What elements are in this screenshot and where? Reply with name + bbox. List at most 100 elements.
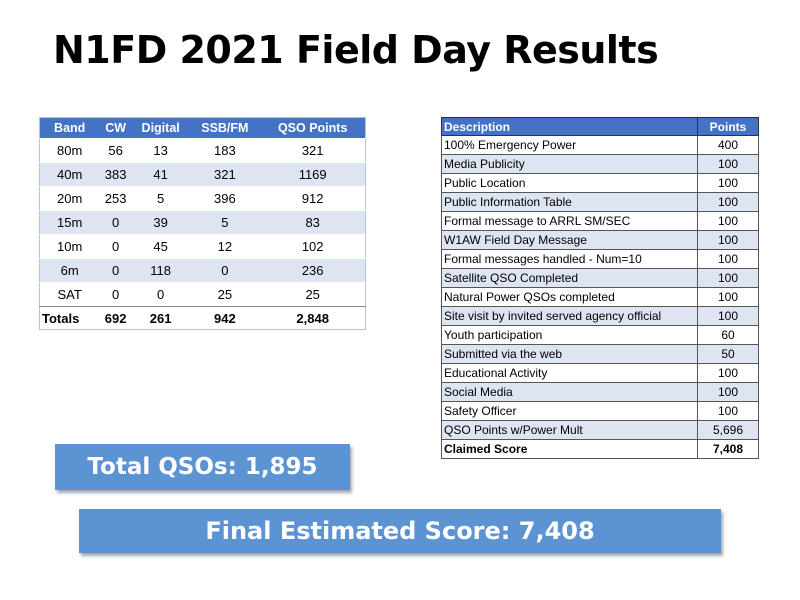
description-cell: Site visit by invited served agency offi… [441, 306, 698, 326]
ssb-cell: 25 [189, 282, 261, 307]
header-qso-points: QSO Points [260, 117, 366, 139]
points-cell: 100 [697, 382, 759, 402]
description-cell: Safety Officer [441, 401, 698, 421]
totals-cw: 692 [99, 306, 132, 330]
table-row: Safety Officer 100 [441, 401, 759, 421]
totals-qso-points: 2,848 [260, 306, 366, 330]
table-row: Formal message to ARRL SM/SEC 100 [441, 211, 759, 231]
cw-cell: 0 [99, 234, 132, 259]
table-row: Natural Power QSOs completed 100 [441, 287, 759, 307]
claimed-score-value: 7,408 [697, 439, 759, 459]
description-cell: W1AW Field Day Message [441, 230, 698, 250]
points-cell: 100 [697, 249, 759, 269]
table-row: Satellite QSO Completed 100 [441, 268, 759, 288]
table-row: Site visit by invited served agency offi… [441, 306, 759, 326]
points-cell: 100 [697, 211, 759, 231]
points-cell: 100 [697, 306, 759, 326]
table-row: 15m 0 39 5 83 [39, 210, 366, 235]
digital-cell: 5 [131, 186, 190, 211]
points-table: Description Points 100% Emergency Power 4… [441, 117, 759, 459]
ssb-cell: 12 [189, 234, 261, 259]
claimed-score-row: Claimed Score 7,408 [441, 439, 759, 459]
ssb-cell: 5 [189, 210, 261, 235]
band-cell: SAT [39, 282, 100, 307]
description-cell: QSO Points w/Power Mult [441, 420, 698, 440]
description-cell: Youth participation [441, 325, 698, 345]
description-cell: Satellite QSO Completed [441, 268, 698, 288]
cw-cell: 56 [99, 138, 132, 163]
digital-cell: 41 [131, 162, 190, 187]
table-row: W1AW Field Day Message 100 [441, 230, 759, 250]
ssb-cell: 396 [189, 186, 261, 211]
points-cell: 100 [697, 363, 759, 383]
description-cell: Media Publicity [441, 154, 698, 174]
table-row: Submitted via the web 50 [441, 344, 759, 364]
qso-points-cell: 1169 [260, 162, 366, 187]
table-row: 20m 253 5 396 912 [39, 186, 366, 211]
ssb-cell: 321 [189, 162, 261, 187]
table-row: Youth participation 60 [441, 325, 759, 345]
band-table: Band CW Digital SSB/FM QSO Points 80m 56… [39, 117, 366, 330]
claimed-score-label: Claimed Score [441, 439, 698, 459]
points-cell: 100 [697, 287, 759, 307]
table-row: 6m 0 118 0 236 [39, 258, 366, 283]
qso-points-cell: 236 [260, 258, 366, 283]
points-table-header-row: Description Points [441, 117, 759, 136]
cw-cell: 253 [99, 186, 132, 211]
digital-cell: 0 [131, 282, 190, 307]
totals-digital: 261 [131, 306, 190, 330]
ssb-cell: 183 [189, 138, 261, 163]
table-row: 10m 0 45 12 102 [39, 234, 366, 259]
table-row: 80m 56 13 183 321 [39, 138, 366, 163]
band-cell: 80m [39, 138, 100, 163]
band-cell: 40m [39, 162, 100, 187]
band-cell: 6m [39, 258, 100, 283]
table-row: Public Location 100 [441, 173, 759, 193]
points-cell: 100 [697, 173, 759, 193]
digital-cell: 45 [131, 234, 190, 259]
band-cell: 20m [39, 186, 100, 211]
points-cell: 100 [697, 230, 759, 250]
description-cell: Natural Power QSOs completed [441, 287, 698, 307]
table-row: Social Media 100 [441, 382, 759, 402]
description-cell: Public Information Table [441, 192, 698, 212]
header-description: Description [441, 117, 698, 136]
description-cell: 100% Emergency Power [441, 135, 698, 155]
table-row: Media Publicity 100 [441, 154, 759, 174]
page-title: N1FD 2021 Field Day Results [53, 28, 659, 72]
totals-row: Totals 692 261 942 2,848 [39, 306, 366, 330]
header-cw: CW [99, 117, 132, 139]
points-cell: 100 [697, 401, 759, 421]
table-row: 40m 383 41 321 1169 [39, 162, 366, 187]
description-cell: Submitted via the web [441, 344, 698, 364]
points-cell: 100 [697, 154, 759, 174]
cw-cell: 0 [99, 258, 132, 283]
cw-cell: 383 [99, 162, 132, 187]
band-cell: 15m [39, 210, 100, 235]
qso-points-cell: 912 [260, 186, 366, 211]
cw-cell: 0 [99, 282, 132, 307]
table-row: Public Information Table 100 [441, 192, 759, 212]
points-cell: 100 [697, 192, 759, 212]
table-row: QSO Points w/Power Mult 5,696 [441, 420, 759, 440]
total-qsos-banner: Total QSOs: 1,895 [55, 444, 350, 490]
totals-ssb: 942 [189, 306, 261, 330]
points-cell: 50 [697, 344, 759, 364]
header-band: Band [39, 117, 100, 139]
digital-cell: 39 [131, 210, 190, 235]
description-cell: Public Location [441, 173, 698, 193]
digital-cell: 13 [131, 138, 190, 163]
final-score-banner: Final Estimated Score: 7,408 [79, 509, 721, 553]
points-cell: 400 [697, 135, 759, 155]
qso-points-cell: 25 [260, 282, 366, 307]
points-cell: 60 [697, 325, 759, 345]
table-row: Formal messages handled - Num=10 100 [441, 249, 759, 269]
header-digital: Digital [131, 117, 190, 139]
points-cell: 5,696 [697, 420, 759, 440]
table-row: 100% Emergency Power 400 [441, 135, 759, 155]
ssb-cell: 0 [189, 258, 261, 283]
table-row: SAT 0 0 25 25 [39, 282, 366, 307]
header-points: Points [697, 117, 759, 136]
description-cell: Formal messages handled - Num=10 [441, 249, 698, 269]
description-cell: Educational Activity [441, 363, 698, 383]
